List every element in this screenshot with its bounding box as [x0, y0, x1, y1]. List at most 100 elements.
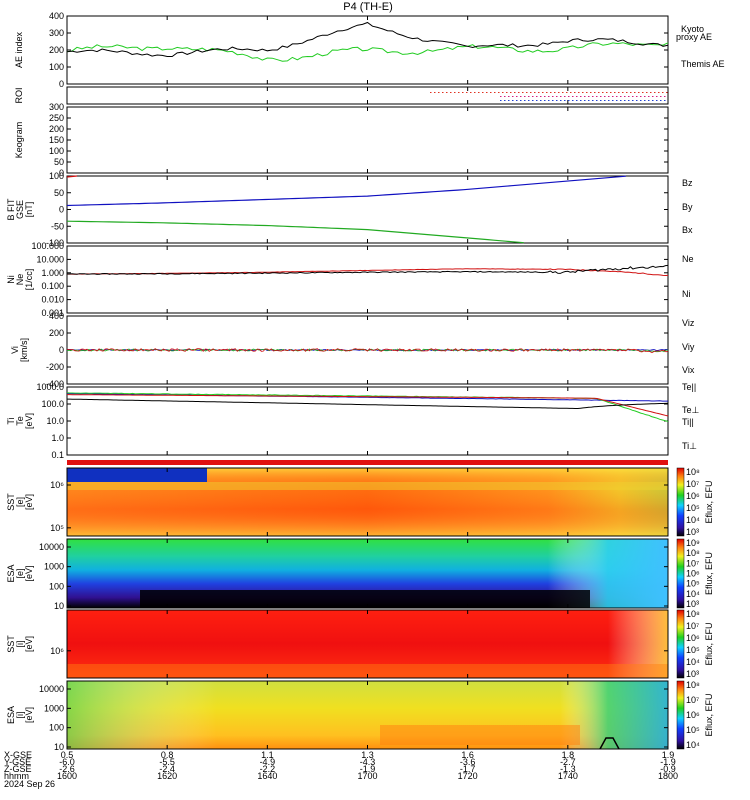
- footer-value: -1.9: [660, 757, 676, 767]
- roi-dot: [586, 92, 588, 93]
- footer-value: 1740: [558, 771, 578, 781]
- legend-entry: Ti||: [682, 417, 694, 427]
- roi-dot: [622, 92, 624, 93]
- y-tick-label: 10⁵: [50, 523, 64, 533]
- roi-dot: [640, 100, 642, 101]
- footer-value: 1700: [357, 771, 377, 781]
- footer-value: -1.7: [460, 764, 476, 774]
- roi-dot: [434, 92, 436, 93]
- y-axis-label: SST: [6, 493, 16, 511]
- roi-dot: [576, 96, 578, 97]
- legend-entry: Ne: [682, 254, 694, 264]
- roi-dot: [556, 96, 558, 97]
- roi-dot: [508, 100, 510, 101]
- roi-dot: [592, 96, 594, 97]
- footer-value: -1.3: [560, 764, 576, 774]
- y-tick-label: 0.010: [41, 295, 64, 305]
- y-tick-label: 0.001: [41, 308, 64, 318]
- footer-value: 0.5: [61, 750, 74, 760]
- y-tick-label: -50: [51, 221, 64, 231]
- footer-value: 1.8: [562, 750, 575, 760]
- roi-dot: [590, 92, 592, 93]
- y-axis-label: Ti: [6, 417, 16, 424]
- roi-dot: [562, 92, 564, 93]
- y-axis-label: [eV]: [24, 707, 34, 723]
- roi-dot: [470, 92, 472, 93]
- footer-value: -5.5: [159, 757, 175, 767]
- roi-dot: [538, 92, 540, 93]
- footer-row-label: Y-GSE: [4, 757, 31, 767]
- roi-dot: [450, 92, 452, 93]
- colorbar-tick-label: 10⁵: [686, 645, 700, 655]
- y-tick-label: 0: [59, 205, 64, 215]
- colorbar-tick-label: 10⁷: [686, 621, 699, 631]
- colorbar-label: Eflux, EFU: [704, 480, 714, 523]
- roi-dot: [660, 100, 662, 101]
- colorbar-tick-label: 10³: [686, 599, 699, 609]
- roi-dot: [594, 92, 596, 93]
- legend-entry: Themis AE: [681, 59, 725, 69]
- roi-dot: [624, 100, 626, 101]
- colorbar-label: Eflux, EFU: [704, 693, 714, 736]
- roi-dot: [522, 92, 524, 93]
- roi-dot: [520, 100, 522, 101]
- te-par-line: [67, 398, 669, 409]
- footer-value: 1600: [57, 771, 77, 781]
- roi-dot: [568, 100, 570, 101]
- colorbar: [676, 538, 685, 609]
- panel-frame: [66, 245, 669, 314]
- legend-entry: Kyoto: [681, 24, 704, 34]
- kyoto-ae-line: [66, 42, 669, 62]
- colorbar-tick-label: 10⁸: [686, 548, 700, 558]
- colorbar-label: Eflux, EFU: [704, 552, 714, 595]
- y-axis-label: B FIT: [6, 198, 16, 221]
- legend-entry: By: [682, 202, 693, 212]
- roi-dot: [656, 96, 658, 97]
- roi-dot: [588, 96, 590, 97]
- roi-dot: [602, 92, 604, 93]
- y-tick-label: 400: [49, 11, 64, 21]
- roi-dot: [634, 92, 636, 93]
- roi-dot: [644, 100, 646, 101]
- roi-dot: [604, 96, 606, 97]
- y-tick-label: 10000: [39, 684, 64, 694]
- legend-entry: Te||: [682, 382, 696, 392]
- roi-dot: [666, 92, 668, 93]
- roi-dot: [568, 96, 570, 97]
- colorbar-tick-label: 10⁵: [686, 579, 700, 589]
- spectrogram-low-band: [67, 664, 668, 678]
- roi-dot: [616, 100, 618, 101]
- y-axis-label: [1/cc]: [24, 269, 34, 291]
- colorbar-tick-label: 10³: [686, 527, 699, 537]
- y-tick-label: 100: [49, 581, 64, 591]
- roi-dot: [616, 96, 618, 97]
- colorbar-tick-label: 10⁸: [686, 609, 700, 619]
- roi-dot: [532, 100, 534, 101]
- legend-entry: Bz: [682, 178, 693, 188]
- roi-dot: [542, 92, 544, 93]
- roi-dot: [660, 96, 662, 97]
- y-tick-label: -400: [46, 379, 64, 389]
- roi-dot: [506, 92, 508, 93]
- y-tick-label: -100: [46, 238, 64, 248]
- y-tick-label: 10: [54, 601, 64, 611]
- roi-dot: [604, 100, 606, 101]
- roi-dot: [508, 96, 510, 97]
- footer-row-label: hhmm: [4, 771, 29, 781]
- roi-dot: [632, 96, 634, 97]
- colorbar-tick-label: 10⁹: [686, 538, 700, 548]
- y-tick-label: 100: [49, 146, 64, 156]
- y-tick-label: 10⁶: [50, 646, 64, 656]
- ne-line: [66, 268, 669, 277]
- roi-dot: [486, 92, 488, 93]
- roi-dot: [598, 92, 600, 93]
- roi-dot: [664, 96, 666, 97]
- y-tick-label: 10: [54, 742, 64, 752]
- footer-row-label: 2024 Sep 26: [4, 779, 55, 789]
- roi-dot: [620, 96, 622, 97]
- roi-dot: [560, 100, 562, 101]
- roi-dot: [572, 96, 574, 97]
- roi-dot: [600, 100, 602, 101]
- roi-dot: [454, 92, 456, 93]
